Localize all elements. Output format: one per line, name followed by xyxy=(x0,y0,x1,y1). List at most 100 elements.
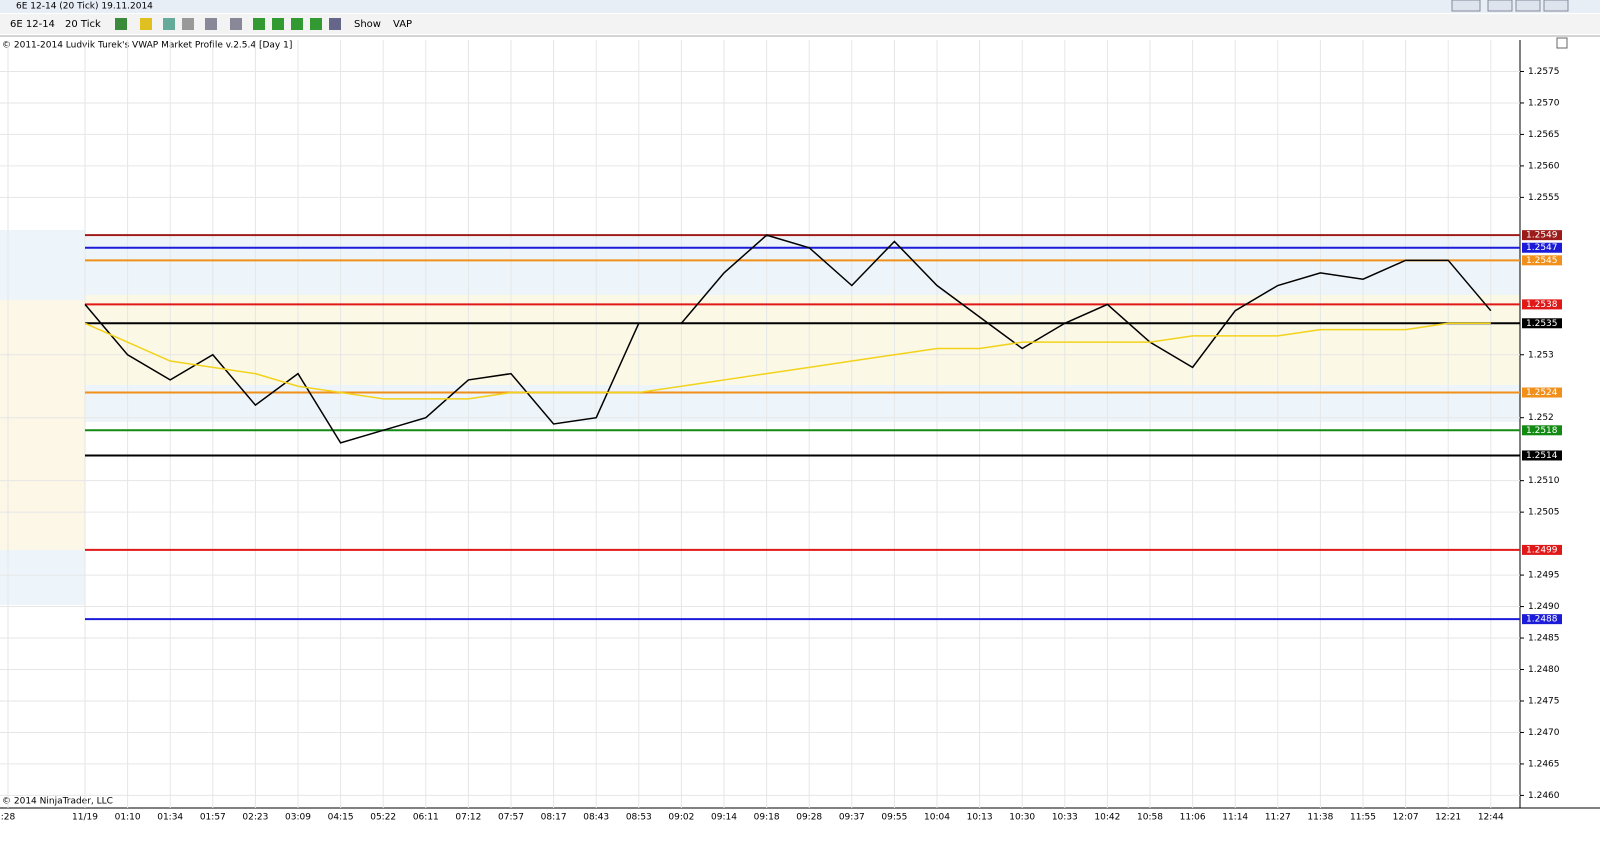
x-tick-label: 04:15 xyxy=(328,813,354,823)
level-tag xyxy=(1522,255,1562,266)
button[interactable] xyxy=(1451,0,1481,12)
x-tick-label: 06:11 xyxy=(413,813,439,823)
level-label: 1.2488 xyxy=(1526,615,1558,625)
x-tick-label: 09:02 xyxy=(668,813,694,823)
x-tick-label: 11/19 xyxy=(72,813,98,823)
x-tick-label: 01:34 xyxy=(157,813,183,823)
x-tick-label: 09:37 xyxy=(839,813,865,823)
y-tick-label: 1.2495 xyxy=(1528,571,1560,581)
x-tick-label: 09:14 xyxy=(711,813,737,823)
button[interactable] xyxy=(1487,0,1513,12)
y-tick-label: 1.2480 xyxy=(1528,665,1560,675)
interval-menu[interactable]: 20 Tick xyxy=(65,19,101,30)
icon[interactable] xyxy=(272,18,284,30)
icon[interactable] xyxy=(182,18,194,30)
y-tick-label: 1.2510 xyxy=(1528,476,1560,486)
series-line xyxy=(84,234,1492,444)
toolbar: 6E 12-14 20 Tick Show VAP xyxy=(0,14,1600,34)
x-tick-label: 10:30 xyxy=(1009,813,1035,823)
x-tick-label: 07:12 xyxy=(455,813,481,823)
x-tick-label: 01:57 xyxy=(200,813,226,823)
level-tag xyxy=(1522,614,1562,625)
level-label: 1.2549 xyxy=(1526,231,1558,241)
icon[interactable] xyxy=(115,18,127,30)
level-tag xyxy=(1522,544,1562,555)
y-tick-label: 1.2465 xyxy=(1528,759,1560,769)
x-tick-label: 07:57 xyxy=(498,813,524,823)
x-tick-label: 10:04 xyxy=(924,813,950,823)
y-tick-label: 1.2460 xyxy=(1528,791,1560,801)
y-tick-label: 1.2575 xyxy=(1528,67,1560,77)
window-title: 6E 12-14 (20 Tick) 19.11.2014 xyxy=(16,2,153,12)
level-label: 1.2514 xyxy=(1526,451,1558,461)
x-tick-label: 11:14 xyxy=(1222,813,1248,823)
close-button[interactable] xyxy=(1543,0,1569,12)
icon[interactable] xyxy=(253,18,265,30)
level-label: 1.2547 xyxy=(1526,243,1558,253)
level-tag xyxy=(1522,450,1562,461)
x-tick-label: 12:07 xyxy=(1393,813,1419,823)
x-tick-label: 08:53 xyxy=(626,813,652,823)
vap-menu[interactable]: VAP xyxy=(393,19,412,30)
x-tick-label: 12:21 xyxy=(1435,813,1461,823)
icon[interactable] xyxy=(230,18,242,30)
level-tag xyxy=(1522,299,1562,310)
icon[interactable] xyxy=(205,18,217,30)
header-text: © 2011-2014 Ludvik Turek's VWAP Market P… xyxy=(2,41,292,51)
y-tick-label: 1.2475 xyxy=(1528,696,1560,706)
level-tag xyxy=(1522,387,1562,398)
y-tick-label: 1.253 xyxy=(1528,350,1554,360)
x-tick-label: 10:13 xyxy=(967,813,993,823)
icon[interactable] xyxy=(163,18,175,30)
icon[interactable] xyxy=(291,18,303,30)
level-label: 1.2499 xyxy=(1526,545,1558,555)
profile-zone xyxy=(0,300,85,550)
y-tick-label: 1.2485 xyxy=(1528,634,1560,644)
level-tag xyxy=(1522,318,1562,329)
x-tick-label: 10:58 xyxy=(1137,813,1163,823)
y-tick-label: 1.252 xyxy=(1528,413,1554,423)
x-tick-label: :28 xyxy=(1,813,16,823)
y-tick-label: 1.2555 xyxy=(1528,193,1560,203)
toggle[interactable] xyxy=(1556,37,1568,49)
title-bar xyxy=(0,0,1600,13)
toolbar-bg xyxy=(0,14,1600,34)
x-tick-label: 10:42 xyxy=(1094,813,1120,823)
x-tick-label: 11:38 xyxy=(1307,813,1333,823)
instrument-menu[interactable]: 6E 12-14 xyxy=(10,19,55,30)
y-tick-label: 1.2560 xyxy=(1528,161,1560,171)
y-tick-label: 1.2565 xyxy=(1528,130,1560,140)
level-tag xyxy=(1522,230,1562,241)
level-label: 1.2545 xyxy=(1526,256,1558,266)
x-tick-label: 09:18 xyxy=(754,813,780,823)
icon[interactable] xyxy=(329,18,341,30)
window-buttons xyxy=(1451,0,1569,12)
y-tick-label: 1.2570 xyxy=(1528,98,1560,108)
y-tick-label: 1.2505 xyxy=(1528,508,1560,518)
x-tick-label: 09:55 xyxy=(881,813,907,823)
x-tick-label: 05:22 xyxy=(370,813,396,823)
x-tick-label: 08:43 xyxy=(583,813,609,823)
level-label: 1.2518 xyxy=(1526,426,1558,436)
level-label: 1.2535 xyxy=(1526,319,1558,329)
icon[interactable] xyxy=(310,18,322,30)
level-label: 1.2538 xyxy=(1526,300,1558,310)
x-tick-label: 09:28 xyxy=(796,813,822,823)
x-tick-label: 12:44 xyxy=(1478,813,1504,823)
button[interactable] xyxy=(1515,0,1541,12)
y-tick-label: 1.2470 xyxy=(1528,728,1560,738)
level-tag xyxy=(1522,425,1562,436)
footer-text: © 2014 NinjaTrader, LLC xyxy=(2,797,113,807)
x-tick-label: 08:17 xyxy=(541,813,567,823)
x-tick-label: 11:55 xyxy=(1350,813,1376,823)
show-menu[interactable]: Show xyxy=(354,19,381,30)
x-tick-label: 11:27 xyxy=(1265,813,1291,823)
y-tick-label: 1.2490 xyxy=(1528,602,1560,612)
x-tick-label: 01:10 xyxy=(115,813,141,823)
series-line xyxy=(84,322,1491,400)
x-tick-label: 03:09 xyxy=(285,813,311,823)
level-label: 1.2524 xyxy=(1526,388,1558,398)
value-area xyxy=(85,295,1520,385)
icon[interactable] xyxy=(140,18,152,30)
